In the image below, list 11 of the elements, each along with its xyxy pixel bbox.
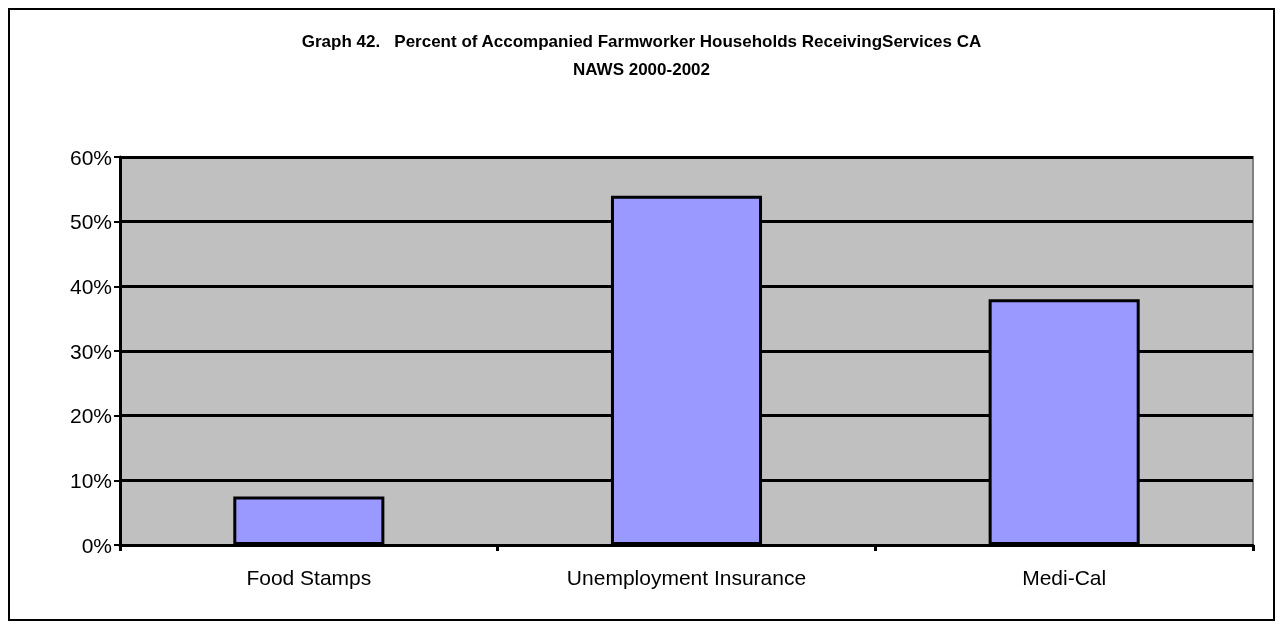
y-tick-label: 10% bbox=[69, 468, 112, 492]
chart-title: Graph 42. Percent of Accompanied Farmworker Households ReceivingServices CA NAWS 2000-2002 bbox=[301, 31, 982, 79]
x-tick-label: Medi-Cal bbox=[1022, 566, 1107, 589]
y-tick-label: 30% bbox=[69, 339, 112, 363]
y-tick-label: 60% bbox=[69, 145, 112, 169]
y-tick-label: 50% bbox=[69, 210, 112, 234]
y-tick-label: 0% bbox=[81, 533, 112, 557]
x-tick-label: Food Stamps bbox=[246, 566, 372, 589]
x-tick-label: Unemployment Insurance bbox=[566, 566, 807, 589]
y-tick-label: 20% bbox=[69, 404, 112, 428]
y-tick-label: 40% bbox=[69, 274, 112, 298]
